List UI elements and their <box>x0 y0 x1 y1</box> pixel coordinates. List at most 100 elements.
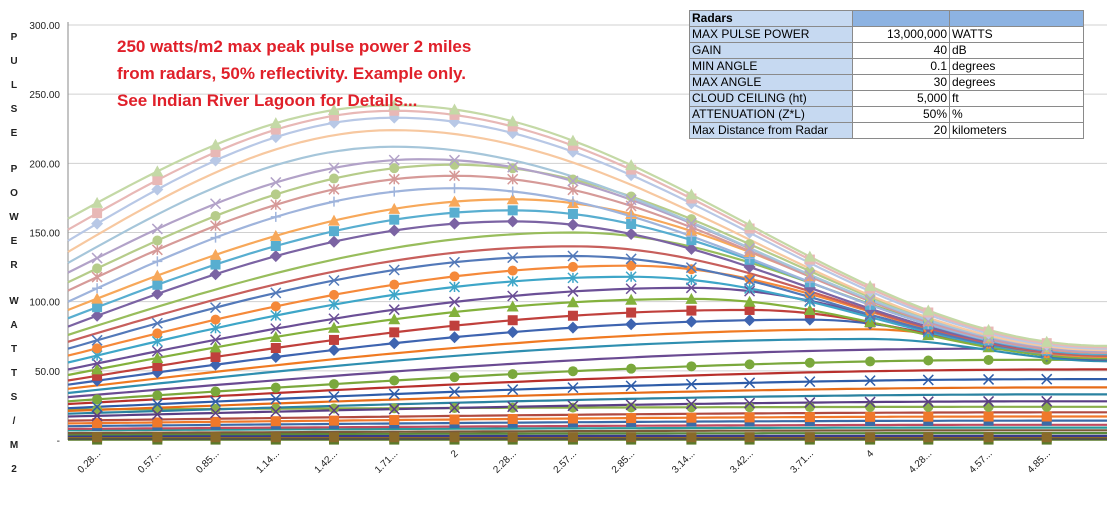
series-marker <box>389 279 400 290</box>
series-marker <box>566 296 579 308</box>
series-marker <box>922 304 935 316</box>
series-marker <box>92 343 103 354</box>
series-marker <box>626 402 637 413</box>
series-marker <box>388 224 401 237</box>
series-line <box>67 245 1107 357</box>
param-unit: kilometers <box>949 122 1084 139</box>
series-marker <box>91 410 103 422</box>
series-marker <box>92 302 103 313</box>
series-marker <box>626 260 637 271</box>
series-marker <box>685 378 697 390</box>
series-marker <box>270 343 281 354</box>
series-marker <box>152 404 163 415</box>
series-marker <box>686 231 697 242</box>
series-marker <box>507 315 518 326</box>
y-axis-label-char: T <box>11 344 17 355</box>
x-tick-label: 1.42... <box>313 448 340 475</box>
series-marker <box>923 401 934 412</box>
table-header-blank <box>949 10 1084 27</box>
series-marker <box>686 402 697 413</box>
series-marker <box>625 380 637 392</box>
series-marker <box>567 382 579 394</box>
series-marker <box>983 432 994 443</box>
series-marker <box>269 250 282 263</box>
radar-parameters-table: Radars MAX PULSE POWER 13,000,000 WATTS … <box>689 10 1084 139</box>
series-marker <box>151 345 163 357</box>
series-marker <box>567 175 579 187</box>
series-marker <box>744 412 755 423</box>
table-row: MAX ANGLE 30 degrees <box>689 74 1084 91</box>
series-marker <box>567 272 579 284</box>
table-title: Radars <box>689 10 853 27</box>
series-marker <box>448 281 461 293</box>
series-marker <box>567 310 578 321</box>
series-marker <box>804 357 815 368</box>
series-marker <box>92 283 103 294</box>
series-marker <box>449 207 460 218</box>
series-marker <box>327 214 340 226</box>
series-marker <box>804 376 816 388</box>
series-line <box>67 104 1107 347</box>
series-marker <box>865 411 876 422</box>
series-marker <box>270 382 281 393</box>
series-marker <box>567 285 579 297</box>
series-marker <box>270 124 281 135</box>
series-marker <box>685 315 698 328</box>
y-tick-label: 250.00 <box>29 90 60 101</box>
series-marker <box>270 176 282 188</box>
series-marker <box>151 223 163 235</box>
y-axis-label-char: 2 <box>11 464 17 475</box>
x-tick-label: 0.85... <box>194 448 221 475</box>
series-line <box>67 432 1107 436</box>
table-row: GAIN 40 dB <box>689 42 1084 59</box>
series-marker <box>152 279 163 290</box>
series-marker <box>744 275 756 287</box>
series-marker <box>567 366 578 377</box>
table-row: CLOUD CEILING (ht) 5,000 ft <box>689 90 1084 107</box>
series-marker <box>270 211 281 222</box>
series-marker <box>389 214 400 225</box>
y-tick-label: 200.00 <box>29 159 60 170</box>
x-tick-label: 0.28... <box>76 448 103 475</box>
param-label: ATTENUATION (Z*L) <box>689 106 853 123</box>
series-marker <box>507 252 519 264</box>
series-marker <box>270 287 282 299</box>
series-marker <box>210 396 222 408</box>
series-marker <box>804 288 815 299</box>
series-marker <box>685 274 697 286</box>
series-marker <box>804 412 815 423</box>
chart-annotation: 250 watts/m2 max peak pulse power 2 mile… <box>117 37 471 110</box>
series-marker <box>507 186 518 197</box>
series-line <box>67 400 1107 418</box>
series-marker <box>685 282 697 294</box>
series-marker <box>151 269 164 281</box>
y-tick-label: 150.00 <box>29 229 60 240</box>
param-value: 13,000,000 <box>852 26 950 43</box>
series-line <box>67 393 1107 415</box>
series-marker <box>506 326 519 339</box>
series-marker <box>567 261 578 272</box>
series-marker <box>625 283 637 295</box>
series-marker <box>803 250 816 262</box>
y-tick-label: 100.00 <box>29 298 60 309</box>
series-marker <box>983 373 995 385</box>
series-marker <box>389 163 400 174</box>
series-marker <box>151 287 164 300</box>
x-tick-label: 4 <box>865 448 877 460</box>
series-marker <box>388 337 401 350</box>
series-marker <box>567 413 578 424</box>
series-marker <box>210 351 221 362</box>
table-header-blank <box>852 10 950 27</box>
series-marker <box>685 188 698 200</box>
y-axis-label-char: W <box>9 296 19 307</box>
series-marker <box>210 386 221 397</box>
series-marker <box>449 432 460 443</box>
series-marker <box>388 99 401 111</box>
series-marker <box>328 173 339 184</box>
series-marker <box>388 202 401 214</box>
series-marker <box>1041 373 1053 385</box>
series-marker <box>507 205 518 216</box>
series-marker <box>388 304 400 316</box>
y-tick-label: 50.00 <box>35 367 60 378</box>
